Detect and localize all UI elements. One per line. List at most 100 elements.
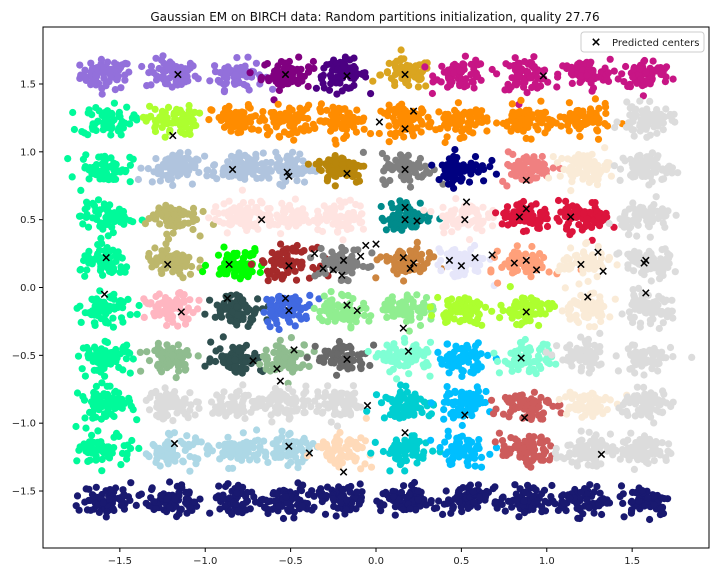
data-point xyxy=(385,138,393,146)
data-point xyxy=(84,131,92,139)
data-point xyxy=(140,313,148,321)
data-point xyxy=(527,135,535,143)
data-point xyxy=(133,416,141,424)
data-point xyxy=(286,318,294,326)
data-point xyxy=(201,310,209,318)
data-point xyxy=(321,347,329,355)
data-point xyxy=(269,85,277,93)
data-point xyxy=(393,375,401,383)
data-point xyxy=(661,223,669,231)
data-point xyxy=(168,119,176,127)
data-point xyxy=(535,321,543,330)
data-point xyxy=(201,261,210,269)
data-point xyxy=(593,126,601,134)
data-point xyxy=(632,214,640,222)
data-point xyxy=(97,55,105,64)
data-point xyxy=(620,78,628,86)
data-point xyxy=(554,73,562,81)
data-point xyxy=(566,117,574,125)
data-point xyxy=(478,227,486,235)
data-point xyxy=(189,217,197,225)
data-point xyxy=(195,296,203,304)
data-point xyxy=(451,256,459,264)
data-point xyxy=(244,322,252,330)
data-point xyxy=(441,164,449,172)
data-point xyxy=(630,132,638,140)
data-point xyxy=(659,126,667,134)
data-point xyxy=(426,372,434,380)
data-point xyxy=(575,280,583,288)
data-point xyxy=(647,277,655,285)
data-point xyxy=(576,132,584,141)
data-point xyxy=(211,62,219,70)
data-point xyxy=(110,267,118,275)
data-point xyxy=(354,161,362,169)
data-point xyxy=(549,153,557,161)
data-point xyxy=(210,168,218,176)
data-point xyxy=(582,302,590,311)
data-point xyxy=(305,362,313,370)
data-point xyxy=(169,181,177,189)
data-point xyxy=(300,72,308,80)
data-point xyxy=(98,90,106,98)
data-point xyxy=(323,106,331,114)
data-point xyxy=(388,293,396,301)
data-point xyxy=(490,349,498,357)
data-point xyxy=(391,81,399,90)
data-point xyxy=(333,371,341,379)
data-point xyxy=(252,165,260,173)
data-point xyxy=(76,302,84,310)
data-point xyxy=(630,313,638,321)
data-point xyxy=(571,207,580,215)
data-point xyxy=(524,156,532,164)
data-point xyxy=(286,74,294,82)
data-point xyxy=(186,270,195,278)
data-point xyxy=(613,261,621,269)
data-point xyxy=(511,54,519,62)
data-point xyxy=(385,122,393,130)
data-point xyxy=(660,175,668,183)
data-point xyxy=(149,69,157,77)
data-point xyxy=(226,317,234,325)
data-point xyxy=(652,193,660,201)
data-point xyxy=(626,365,634,373)
data-point xyxy=(416,307,424,315)
data-point xyxy=(416,199,424,207)
data-point xyxy=(537,67,546,76)
data-point xyxy=(64,155,72,163)
data-point xyxy=(642,68,651,76)
data-point xyxy=(614,75,622,83)
data-point xyxy=(290,160,299,168)
data-point xyxy=(295,53,303,61)
data-point xyxy=(568,156,576,165)
data-point xyxy=(74,352,83,360)
data-point xyxy=(636,203,644,211)
data-point xyxy=(231,80,239,88)
data-point xyxy=(247,125,256,133)
data-point xyxy=(289,148,297,156)
data-point xyxy=(578,363,586,371)
data-point xyxy=(276,336,284,344)
data-point xyxy=(267,307,275,315)
data-point xyxy=(479,255,487,263)
data-point xyxy=(89,296,97,304)
data-point xyxy=(480,177,488,185)
data-point xyxy=(260,308,268,316)
data-point xyxy=(264,214,272,222)
data-point xyxy=(540,340,548,348)
data-point xyxy=(440,172,448,180)
data-point xyxy=(207,338,215,346)
data-point xyxy=(440,213,448,221)
data-point xyxy=(443,250,451,258)
data-point xyxy=(567,66,576,74)
data-point xyxy=(611,295,619,303)
data-point xyxy=(645,210,653,218)
data-point xyxy=(537,164,545,172)
data-point xyxy=(393,57,401,65)
data-point xyxy=(372,274,380,282)
data-point xyxy=(374,350,382,358)
data-point xyxy=(382,226,390,234)
data-point xyxy=(383,341,391,349)
data-point xyxy=(472,206,480,214)
data-point xyxy=(562,225,571,233)
